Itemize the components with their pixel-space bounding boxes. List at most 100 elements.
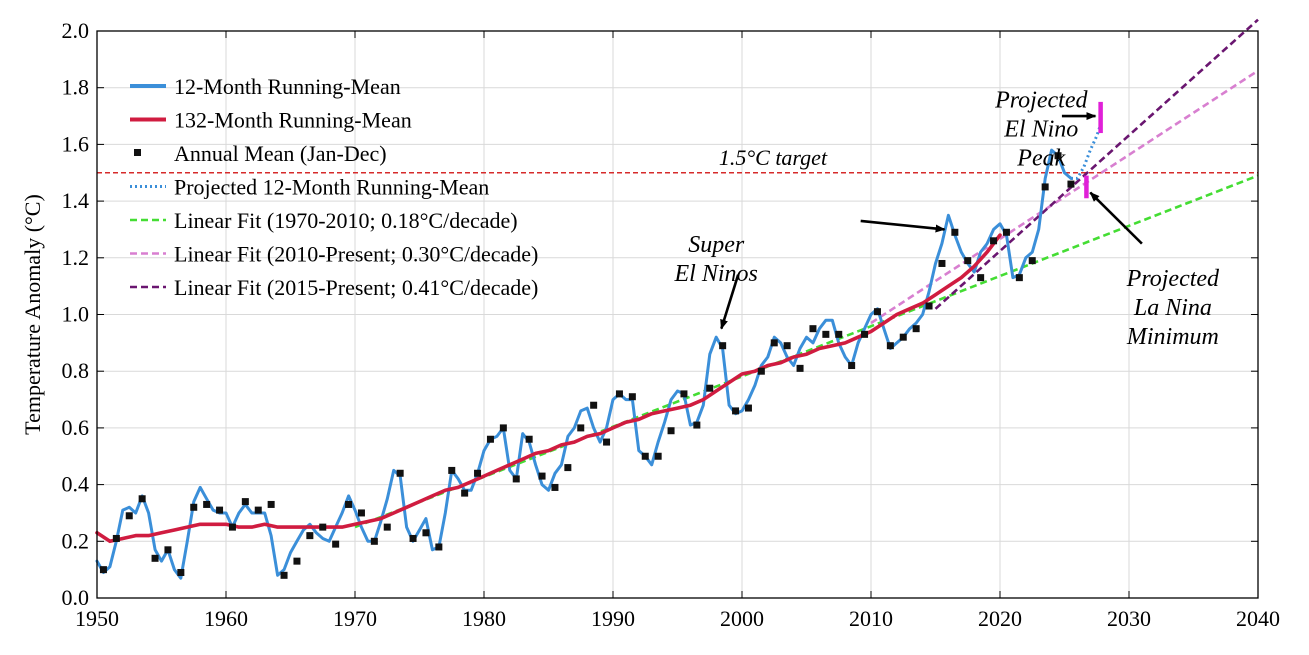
- legend-item-linear-fit-2010-present-0-30-c-decade: Linear Fit (2010-Present; 0.30°C/decade): [130, 242, 538, 267]
- annual-mean-point: [280, 571, 288, 579]
- legend-label: 12-Month Running-Mean: [174, 74, 401, 99]
- annual-mean-point: [1015, 274, 1023, 282]
- annual-mean-point: [744, 404, 752, 412]
- annual-mean-point: [125, 512, 133, 520]
- legend-item-projected-12-month-running-mean: Projected 12-Month Running-Mean: [130, 175, 489, 200]
- annual-mean-point: [164, 546, 172, 554]
- annual-mean-point: [177, 568, 185, 576]
- legend-item-12-month-running-mean: 12-Month Running-Mean: [130, 74, 401, 99]
- annual-mean-point: [1041, 183, 1049, 191]
- annual-mean-point: [938, 259, 946, 267]
- legend-item-linear-fit-1970-2010-0-18-c-decade: Linear Fit (1970-2010; 0.18°C/decade): [130, 208, 518, 233]
- y-tick-label: 0.4: [62, 472, 90, 497]
- annual-mean-point: [1054, 152, 1062, 160]
- annual-mean-point: [654, 452, 662, 460]
- annual-mean-point: [912, 325, 920, 333]
- annual-mean-point: [796, 364, 804, 372]
- series-projected-12-month-running-mean: [1071, 124, 1103, 180]
- annual-mean-point: [615, 390, 623, 398]
- annual-mean-point: [1067, 180, 1075, 188]
- y-tick-label: 1.2: [62, 245, 90, 270]
- annotation-text: Projected La Nina Minimum: [1126, 266, 1220, 350]
- annual-mean-point: [848, 362, 856, 370]
- annual-mean-point: [306, 532, 314, 540]
- series-linear-fit-1970-2010-0-18-c-decade: [354, 174, 1259, 529]
- annual-mean-point: [1002, 228, 1010, 236]
- legend-item-132-month-running-mean: 132-Month Running-Mean: [130, 108, 412, 133]
- annual-mean-point: [990, 237, 998, 245]
- y-tick-label: 1.6: [62, 131, 90, 156]
- y-axis-label: Temperature Anomaly (°C): [20, 194, 45, 435]
- annual-mean-point: [293, 557, 301, 565]
- y-tick-label: 0.2: [62, 528, 90, 553]
- annual-mean-point: [873, 308, 881, 316]
- annual-mean-point: [396, 469, 404, 477]
- annotation-arrow: [860, 219, 946, 233]
- legend: 12-Month Running-Mean 132-Month Running-M…: [130, 74, 538, 300]
- annual-mean-point: [99, 566, 107, 574]
- annual-mean-point: [409, 534, 417, 542]
- x-tick-label: 1980: [462, 606, 506, 631]
- legend-label: Linear Fit (2015-Present; 0.41°C/decade): [174, 275, 538, 300]
- annual-mean-point: [693, 421, 701, 429]
- annual-mean-point: [486, 435, 494, 443]
- annual-mean-point: [977, 274, 985, 282]
- annual-mean-point: [835, 330, 843, 338]
- series-linear-fit-2015-present-0-41-c-decade: [934, 18, 1259, 310]
- annual-mean-point: [370, 537, 378, 545]
- annual-mean-point: [190, 503, 198, 511]
- annual-mean-point: [319, 523, 327, 531]
- annual-mean-point: [1028, 257, 1036, 265]
- annual-mean-point: [499, 424, 507, 432]
- annual-mean-point: [254, 506, 262, 514]
- x-tick-label: 2010: [849, 606, 893, 631]
- x-tick-label: 2000: [720, 606, 764, 631]
- annual-mean-point: [203, 500, 211, 508]
- annotations: Super El Ninos Projected El Nino Peak Project…: [674, 88, 1221, 351]
- y-tick-label: 1.0: [62, 302, 90, 327]
- annual-mean-point: [112, 534, 120, 542]
- annual-mean-point: [886, 342, 894, 350]
- x-tick-label: 1960: [204, 606, 248, 631]
- annotation-arrow: [1089, 191, 1143, 245]
- legend-item-annual-mean-jan-dec: Annual Mean (Jan-Dec): [134, 141, 387, 166]
- x-tick-label: 2040: [1236, 606, 1280, 631]
- annual-mean-point: [151, 554, 159, 562]
- legend-label: Linear Fit (1970-2010; 0.18°C/decade): [174, 208, 518, 233]
- x-tick-label: 1990: [591, 606, 635, 631]
- annual-mean-point: [964, 257, 972, 265]
- annual-mean-point: [345, 500, 353, 508]
- annual-mean-point: [138, 495, 146, 503]
- x-tick-label: 1950: [75, 606, 119, 631]
- legend-item-linear-fit-2015-present-0-41-c-decade: Linear Fit (2015-Present; 0.41°C/decade): [130, 275, 538, 300]
- annual-mean-point: [861, 330, 869, 338]
- projection-bars: [1084, 101, 1103, 199]
- legend-swatch: [134, 149, 141, 156]
- legend-label: Projected 12-Month Running-Mean: [174, 175, 489, 200]
- annotation-text: Projected El Nino Peak: [994, 88, 1088, 172]
- annotation-arrow: [720, 274, 740, 330]
- y-tick-label: 0.6: [62, 415, 90, 440]
- annual-mean-point: [525, 435, 533, 443]
- annual-mean-point: [564, 464, 572, 472]
- annual-mean-point: [590, 401, 598, 409]
- annual-mean-point: [783, 342, 791, 350]
- annual-mean-point: [706, 384, 714, 392]
- annual-mean-point: [448, 466, 456, 474]
- annual-mean-point: [809, 325, 817, 333]
- annual-mean-point: [951, 228, 959, 236]
- annual-mean-point: [538, 472, 546, 480]
- annual-mean-point: [577, 424, 585, 432]
- annual-mean-point: [435, 543, 443, 551]
- annual-mean-point: [822, 330, 830, 338]
- annual-mean-point: [899, 333, 907, 341]
- legend-label: Annual Mean (Jan-Dec): [174, 141, 387, 166]
- annual-mean-point: [667, 427, 675, 435]
- x-tick-label: 2030: [1107, 606, 1151, 631]
- y-tick-label: 1.4: [62, 188, 90, 213]
- y-tick-label: 1.8: [62, 75, 90, 100]
- y-tick-label: 0.0: [62, 585, 90, 610]
- legend-label: Linear Fit (2010-Present; 0.30°C/decade): [174, 242, 538, 267]
- x-tick-label: 1970: [333, 606, 377, 631]
- annotation-text: Super El Ninos: [674, 232, 758, 287]
